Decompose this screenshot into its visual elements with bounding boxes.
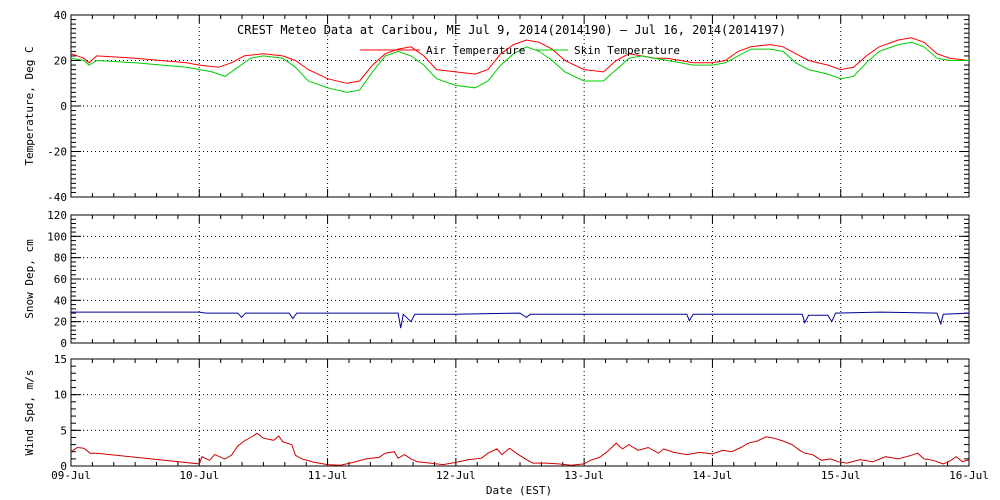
y-axis-title: Temperature, Deg C [23, 46, 36, 165]
series-line [70, 37, 970, 84]
legend-label-skin-temperature: Skin Temperature [574, 44, 680, 57]
y-tick-label: 15 [54, 353, 67, 366]
x-tick-label: 14-Jul [693, 469, 733, 482]
series-line [70, 432, 970, 466]
y-tick-label: 5 [60, 424, 67, 437]
x-tick-label: 12-Jul [436, 469, 476, 482]
snow-depth-panel: 0 20 40 60 80 100 120 Snow Dep, cm [23, 209, 970, 350]
y-tick-label: 10 [54, 389, 67, 402]
y-tick-label: 0 [60, 100, 67, 113]
y-tick-label: 20 [54, 55, 67, 68]
y-tick-label: 80 [54, 252, 67, 265]
y-axis-title: Wind Spd, m/s [23, 369, 36, 455]
y-tick-label: 20 [54, 316, 67, 329]
legend-label-air-temperature: Air Temperature [426, 44, 525, 57]
y-tick-label: 40 [54, 9, 67, 22]
y-tick-label: -20 [47, 146, 67, 159]
y-tick-label: 120 [47, 209, 67, 222]
y-tick-label: 0 [60, 460, 67, 473]
y-tick-label: 0 [60, 337, 67, 350]
x-tick-label: 09-Jul [51, 469, 91, 482]
x-tick-label: 13-Jul [564, 469, 604, 482]
series-line [70, 41, 969, 93]
x-tick-label: 16-Jul [949, 469, 989, 482]
x-axis-title: Date (EST) [486, 484, 552, 497]
y-tick-label: 40 [54, 294, 67, 307]
y-axis-title: Snow Dep, cm [23, 239, 36, 319]
temperature-panel: -40 -20 0 20 40 Temperature, Deg C [23, 9, 970, 204]
y-tick-label: 60 [54, 273, 67, 286]
series-line [71, 311, 970, 329]
legend: Air Temperature Skin Temperature [360, 44, 680, 57]
wind-speed-panel: 0 5 10 15 Wind Spd, m/s 09-Jul 10-Jul 11-Jul 12-… [23, 353, 989, 482]
panel-frame [70, 358, 970, 467]
x-tick-label: 10-Jul [179, 469, 219, 482]
x-tick-label: 15-Jul [821, 469, 861, 482]
y-tick-label: -40 [47, 191, 67, 204]
x-tick-label: 11-Jul [308, 469, 348, 482]
y-tick-label: 100 [47, 230, 67, 243]
chart-title: CREST Meteo Data at Caribou, ME Jul 9, 2… [237, 23, 786, 37]
